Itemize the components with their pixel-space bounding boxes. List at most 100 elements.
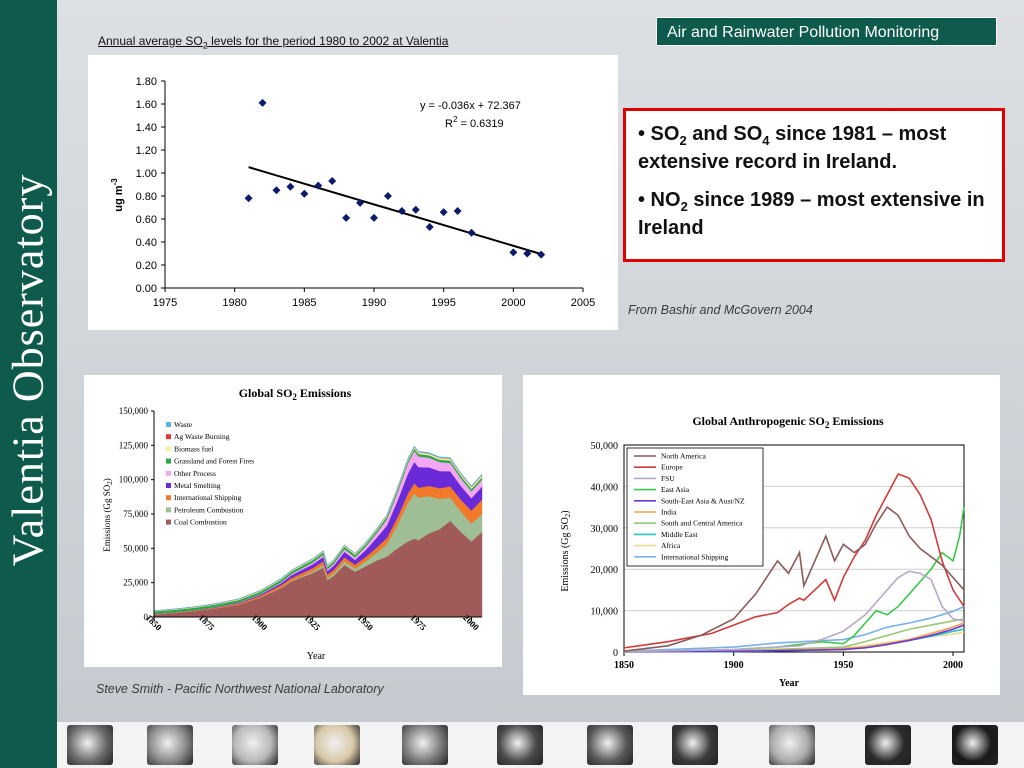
chart3-y-tick-label: 50,000: [591, 441, 619, 452]
chart3-line-south-east-asia-aust-nz: [623, 624, 965, 653]
credit-bashir: From Bashir and McGovern 2004: [628, 303, 813, 317]
bullet-so2-so4: • SO2 and SO4 since 1981 – most extensiv…: [638, 121, 992, 176]
chart1-title-prefix: Annual average SO: [98, 34, 203, 48]
chart2-y-tick-label: 0: [144, 612, 149, 622]
chart1-r2: R2 = 0.6319: [445, 115, 504, 130]
chart1-x-tick-label: 1990: [362, 297, 386, 309]
chart3-legend: North America Europe FSU East Asia South-Eas…: [626, 447, 764, 567]
chart2-legend-swatch: [166, 458, 171, 464]
chart1-y-tick-label: 0.40: [136, 237, 157, 249]
chart3-ylabel-sub: 2: [564, 513, 572, 517]
chart3-x-tick-label: 1850: [614, 660, 634, 671]
chart1-data-point: [537, 250, 546, 259]
chart3-legend-label: International Shipping: [661, 552, 729, 561]
chart3-title-prefix: Global Anthropogenic SO: [692, 414, 824, 428]
chart2-y-tick-label: 25,000: [123, 578, 148, 588]
chart3-legend-label: East Asia: [661, 485, 690, 494]
chart1-data-point: [439, 208, 448, 217]
thumbnail-strip: [57, 722, 1024, 768]
sidebar-title: Valentia Observatory: [3, 173, 53, 567]
chart1-y-tick-label: 1.60: [136, 99, 157, 111]
chart1-x-tick-label: 1985: [292, 297, 316, 309]
chart3-legend-label: Europe: [661, 463, 683, 472]
chart2-ylabel-sub: 2: [106, 481, 114, 485]
chart3-xlabel: Year: [779, 678, 800, 689]
chart3-ylabel: Emissions (Gg SO2): [560, 510, 572, 591]
chart3-x-tick-label: 1900: [724, 660, 744, 671]
tree-landscape-thumbnail[interactable]: [402, 725, 448, 765]
bullet2-prefix: • NO: [638, 188, 681, 211]
chart3-legend-label: North America: [661, 452, 706, 461]
chart3-y-tick-label: 20,000: [591, 565, 619, 576]
bullet1-sub1: 2: [679, 133, 687, 148]
global-so2-emissions-chart: Global SO2 Emissions 025,00050,00075,000…: [102, 386, 483, 662]
chart2-legend-label: Petroleum Combustion: [174, 505, 244, 514]
chart1-ylabel-sup: -3: [110, 178, 119, 186]
chart2-legend-swatch: [166, 519, 171, 525]
chart1-y-tick-label: 1.80: [136, 76, 157, 88]
chart3-legend-label: Africa: [661, 541, 681, 550]
chart2-legend-swatch: [166, 434, 171, 440]
instrument-thumbnail[interactable]: [769, 725, 815, 765]
chart2-legend-label: Ag Waste Burning: [174, 432, 230, 441]
chart1-data-point: [453, 206, 462, 215]
sample-jar-thumbnail[interactable]: [314, 725, 360, 765]
chart3-line-europe: [623, 472, 965, 649]
magnetometer-thumbnail[interactable]: [865, 725, 911, 765]
chart2-xlabel: Year: [307, 651, 326, 662]
chart1-x-tick-label: 2005: [571, 297, 595, 309]
chart2-legend-swatch: [166, 483, 171, 488]
chart1-data-point: [314, 181, 323, 190]
chart3-legend-label: South-East Asia & Aust/NZ: [661, 496, 745, 505]
chart1-data-point: [467, 228, 476, 237]
chart1-data-point: [383, 192, 392, 200]
chart1-x-tick-label: 1995: [431, 297, 455, 309]
chart2-areas: [153, 445, 483, 618]
chart1-trendline: [248, 166, 542, 256]
chart2-ylabel-suffix: ): [102, 478, 112, 481]
chart1-y-tick-label: 1.00: [136, 168, 157, 180]
chart1-y-tick-label: 0.80: [136, 191, 157, 203]
dark-texture-thumbnail[interactable]: [672, 725, 718, 765]
chart2-legend-label: Metal Smelting: [174, 481, 221, 490]
chart3-line-north-america: [623, 505, 965, 652]
chart2-legend-label: Other Process: [174, 469, 216, 478]
chart1-data-point: [523, 249, 532, 258]
chart3-y-tick-label: 40,000: [591, 482, 619, 493]
chart1-y-tick-label: 0.20: [136, 260, 157, 272]
sphere-thumbnail[interactable]: [497, 725, 543, 765]
chart2-y-tick-label: 125,000: [119, 440, 149, 450]
chart3-legend-label: India: [661, 508, 677, 517]
section-badge: Air and Rainwater Pollution Monitoring: [656, 17, 997, 46]
chart1-r2-sup: 2: [453, 115, 458, 124]
globe-thumbnail[interactable]: [587, 725, 633, 765]
chart1-title-sub: 2: [202, 40, 208, 51]
chart3-y-tick-label: 30,000: [591, 524, 619, 535]
chart1-r2-main: R: [445, 118, 453, 130]
chart1-data-point: [342, 213, 351, 222]
chart3-legend-label: Middle East: [661, 530, 698, 539]
chart2-legend-label: International Shipping: [174, 493, 242, 502]
chart1-title-suffix: levels for the period 1980 to 2002 at Va…: [207, 34, 449, 48]
chart2-title-prefix: Global SO: [239, 386, 293, 400]
chart3-y-tick-label: 10,000: [591, 607, 619, 618]
bullet2-suffix: since 1989 – most extensive in Ireland: [638, 188, 985, 239]
chart2-legend-swatch: [166, 470, 171, 476]
chart2-legend: Waste Ag Waste Burning Biomass fuel Grassla…: [166, 420, 254, 527]
chart2-title-sub: 2: [292, 392, 297, 402]
bullet2-sub1: 2: [680, 198, 688, 214]
sun-disc-thumbnail[interactable]: [232, 725, 278, 765]
seismogram-thumbnail[interactable]: [952, 725, 998, 765]
chart3-plot-frame: [623, 444, 965, 653]
chart3-legend-box: [626, 447, 764, 567]
so2-valentia-chart: 0.00 0.20 0.40 0.60 0.80 1.00 1.20 1.40 1.60 1.80…: [110, 76, 595, 309]
chart1-data-point: [509, 248, 518, 257]
chart1-x-tick-label: 1975: [153, 297, 177, 309]
chart3-title-sub: 2: [825, 420, 830, 430]
chart1-data-point: [286, 182, 295, 191]
observatory-building-thumbnail[interactable]: [67, 725, 113, 765]
pollen-grains-thumbnail[interactable]: [147, 725, 193, 765]
chart2-y-tick-label: 75,000: [123, 509, 148, 519]
chart3-line-fsu: [623, 570, 965, 653]
chart1-data-point: [411, 205, 420, 214]
